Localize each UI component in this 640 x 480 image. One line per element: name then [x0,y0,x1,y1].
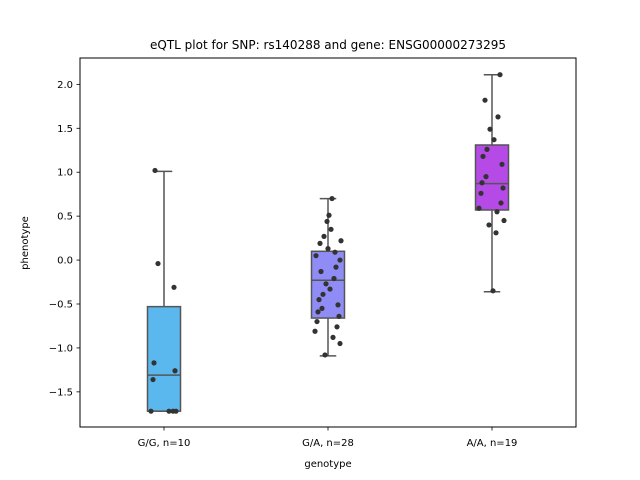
data-point [490,288,496,294]
x-tick-label: A/A, n=19 [467,438,518,449]
data-point [329,195,335,202]
data-point [491,137,497,143]
data-point [501,217,507,224]
x-axis-label: genotype [304,459,351,470]
data-point [494,209,500,215]
box [146,305,182,412]
data-point [478,190,484,196]
data-point [334,324,340,330]
y-tick-label: 0.0 [57,256,73,267]
data-point [331,275,337,282]
y-tick-label: 1.5 [57,124,73,135]
data-point [483,174,489,180]
data-point [486,222,492,228]
data-point [322,352,328,358]
data-point [152,167,158,174]
data-point [332,249,338,255]
x-tick-label: G/G, n=10 [138,438,191,449]
data-point [327,286,333,292]
data-point [312,328,318,334]
data-point [495,114,501,120]
data-point [171,284,177,290]
y-tick-label: 0.5 [57,212,73,223]
y-tick-label: −1.0 [49,343,73,354]
data-point [150,376,156,383]
data-point [498,200,504,206]
y-tick-label: 2.0 [57,80,73,91]
data-point [316,297,322,303]
data-point [317,240,323,246]
data-point [166,408,172,414]
data-point [482,97,488,103]
data-point [493,230,499,236]
data-point [333,264,339,270]
y-tick-label: 1.0 [57,168,73,179]
data-point [479,180,485,186]
data-point [315,309,321,315]
data-point [172,368,178,374]
data-point [325,246,331,252]
data-point [487,126,493,132]
data-point [313,253,319,259]
y-tick-label: −1.5 [49,387,73,398]
x-tick-label: G/A, n=28 [302,438,354,449]
data-point [337,257,343,263]
y-axis-label: phenotype [20,216,31,270]
data-point [326,212,332,218]
plot-area [146,72,510,414]
chart-title: eQTL plot for SNP: rs140288 and gene: EN… [150,38,506,52]
data-point [323,281,329,287]
box [474,144,510,211]
data-point [148,408,154,414]
data-point [335,302,341,308]
x-axis: G/G, n=10 G/A, n=28 A/A, n=19 [138,427,518,449]
data-point [324,218,330,225]
y-axis: −1.5 −1.0 −0.5 0.0 0.5 1.0 1.5 2.0 [49,80,80,398]
data-point [497,72,503,78]
data-point [480,153,486,159]
data-point [155,260,161,267]
data-point [319,305,325,311]
data-point [476,205,482,211]
data-point [499,161,505,167]
data-point [321,233,327,239]
data-point [500,185,506,191]
data-point [484,146,490,152]
data-point [151,360,157,366]
data-point [336,313,342,319]
data-point [338,238,344,244]
y-tick-label: −0.5 [49,300,73,311]
data-point [314,318,320,325]
data-point [318,268,324,275]
data-point [337,340,343,347]
data-point [330,334,336,340]
data-point [173,408,179,414]
data-point [328,226,334,232]
data-point [320,291,326,297]
